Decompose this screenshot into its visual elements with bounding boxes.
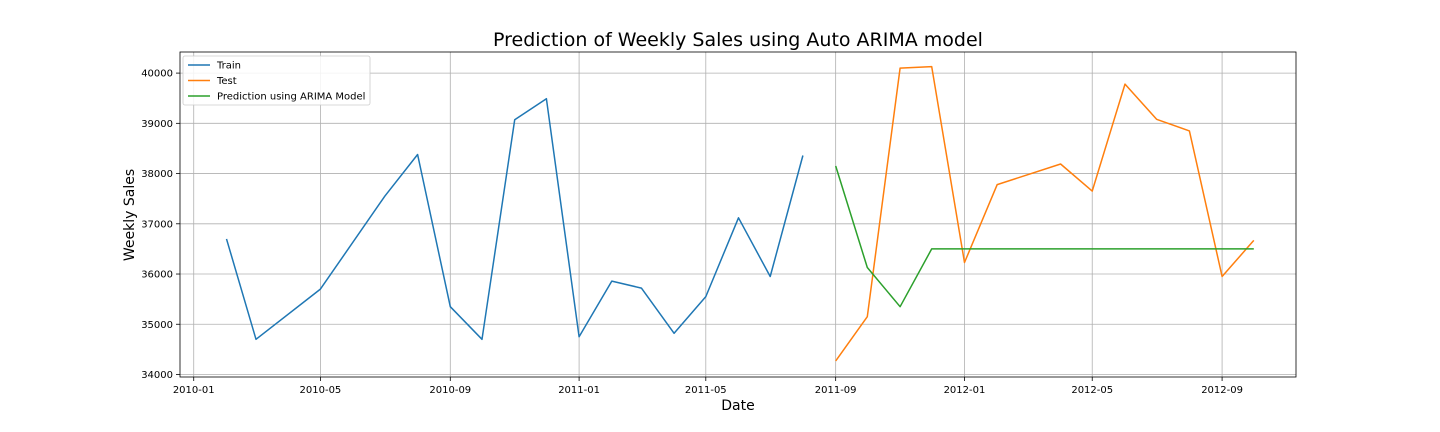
x-tick-label: 2010-09: [429, 385, 471, 396]
y-tick-label: 37000: [141, 219, 173, 230]
legend: Train Test Prediction using ARIMA Model: [182, 55, 371, 106]
series-line-prediction-using-arima-model: [834, 165, 1254, 308]
x-tick-label: 2012-05: [1071, 385, 1113, 396]
series-layer: [225, 65, 1255, 362]
y-tick-label: 35000: [141, 320, 173, 331]
legend-entry-test: Test: [216, 76, 237, 87]
legend-entry-prediction-using-arima-model: Prediction using ARIMA Model: [217, 92, 365, 103]
x-axis-label: Date: [721, 398, 754, 414]
x-tick-label: 2011-05: [685, 385, 727, 396]
y-axis-label: Weekly Sales: [122, 169, 138, 261]
legend-box: [182, 55, 371, 106]
y-tick-label: 34000: [141, 370, 173, 381]
x-tick-label: 2012-09: [1201, 385, 1243, 396]
y-tick-label: 39000: [141, 119, 173, 130]
x-axis-ticks: 2010-01 2010-05 2010-09 2011-01 2011-05 2011-…: [173, 377, 1243, 396]
x-tick-label: 2011-09: [815, 385, 857, 396]
y-axis-ticks: 34000 35000 36000 37000 38000 39000 40000: [141, 69, 180, 381]
x-tick-label: 2010-05: [300, 385, 342, 396]
x-tick-label: 2010-01: [173, 385, 215, 396]
series-line-train: [225, 97, 804, 341]
x-tick-label: 2011-01: [558, 385, 600, 396]
grid-lines: [180, 52, 1296, 377]
chart-title: Prediction of Weekly Sales using Auto AR…: [493, 29, 983, 51]
x-tick-label: 2012-01: [944, 385, 986, 396]
legend-entry-train: Train: [216, 61, 241, 72]
series-line-test: [835, 65, 1255, 362]
plot-frame: [179, 51, 1297, 378]
y-tick-label: 36000: [141, 270, 173, 281]
y-tick-label: 38000: [141, 169, 173, 180]
y-tick-label: 40000: [141, 69, 173, 80]
